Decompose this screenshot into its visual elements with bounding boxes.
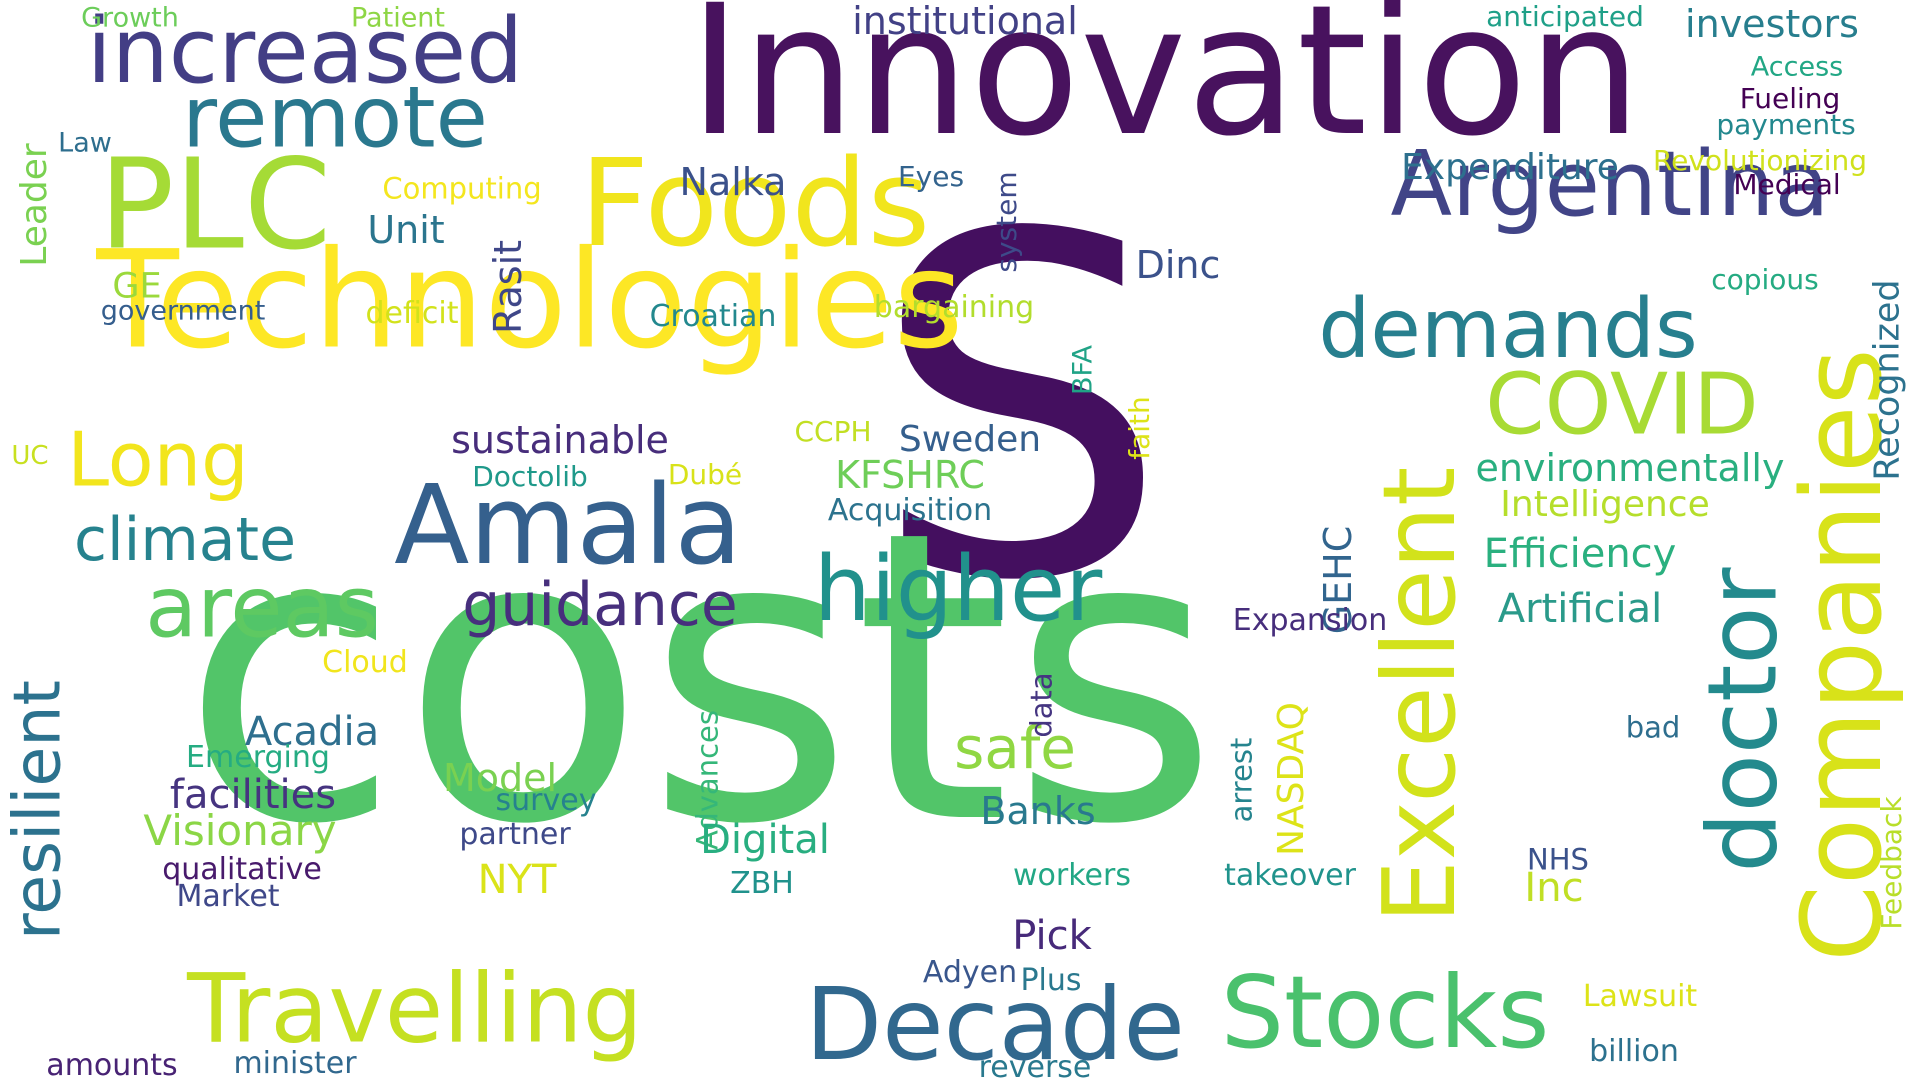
word-access: Access — [1750, 51, 1844, 83]
word-market: Market — [176, 879, 280, 914]
word-bad: bad — [1625, 710, 1681, 745]
word-model: Model — [442, 756, 558, 800]
word-data: data — [1024, 672, 1059, 738]
word-areas: areas — [145, 558, 379, 658]
word-patient: Patient — [350, 2, 446, 34]
word-bargaining: bargaining — [873, 290, 1035, 325]
word-banks: Banks — [980, 789, 1096, 833]
word-long: Long — [67, 415, 249, 504]
word-feedback: Feedback — [1875, 796, 1908, 930]
word-plc: PLC — [98, 132, 332, 278]
word-amounts: amounts — [46, 1048, 178, 1080]
word-resilient: resilient — [0, 680, 76, 940]
word-sustainable: sustainable — [451, 418, 669, 462]
word-arrest: arrest — [1224, 737, 1259, 823]
word-computing: Computing — [382, 171, 542, 206]
word-law: Law — [58, 127, 112, 159]
word-facilities: facilities — [169, 772, 337, 818]
word-fueling: Fueling — [1739, 82, 1841, 115]
word-doctolib: Doctolib — [472, 460, 588, 493]
word-expenditure: Expenditure — [1401, 147, 1619, 188]
word-increased: increased — [86, 0, 524, 104]
word-amala: Amala — [394, 461, 742, 589]
word-climate: climate — [74, 505, 296, 575]
word-pick: Pick — [1012, 913, 1092, 959]
word-leader: Leader — [14, 143, 55, 267]
word-efficiency: Efficiency — [1483, 531, 1677, 577]
word-s: S — [870, 136, 1170, 683]
word-innovation: Innovation — [688, 0, 1642, 176]
word-inc: Inc — [1524, 865, 1584, 911]
word-nyt: NYT — [477, 857, 557, 903]
word-investors: investors — [1685, 2, 1859, 46]
word-billion: billion — [1589, 1034, 1679, 1069]
word-workers: workers — [1013, 858, 1131, 893]
word-growth: Growth — [81, 2, 179, 34]
word-costs: costs — [180, 447, 1220, 912]
word-reverse: reverse — [978, 1050, 1092, 1080]
word-acquisition: Acquisition — [827, 493, 993, 528]
word-argentina: Argentina — [1390, 132, 1830, 237]
word-survey: survey — [495, 783, 597, 818]
word-remote: remote — [182, 68, 488, 168]
word-acadia: Acadia — [244, 709, 380, 755]
word-revolutionizing: Revolutionizing — [1652, 144, 1868, 177]
word-bfa: BFA — [1067, 344, 1099, 396]
word-anticipated: anticipated — [1486, 0, 1644, 33]
word-doctor: doctor — [1688, 567, 1799, 873]
word-kfshrc: KFSHRC — [835, 453, 985, 497]
word-demands: demands — [1318, 282, 1698, 377]
word-dinc: Dinc — [1135, 243, 1221, 287]
word-artificial: Artificial — [1497, 586, 1663, 632]
word-visionary: Visionary — [143, 806, 337, 855]
word-travelling: Travelling — [187, 954, 643, 1065]
word-emerging: Emerging — [186, 740, 330, 775]
word-nhs: NHS — [1527, 842, 1589, 877]
word-covid: COVID — [1485, 355, 1759, 455]
word-adyen: Adyen — [922, 955, 1018, 990]
word-deficit: deficit — [365, 296, 459, 331]
word-unit: Unit — [367, 208, 445, 252]
word-uc: UC — [11, 441, 49, 471]
word-expansion: Expansion — [1232, 603, 1388, 638]
word-environmentally: environmentally — [1475, 446, 1785, 490]
word-lawsuit: Lawsuit — [1582, 979, 1698, 1014]
word-technologies: Technologies — [96, 221, 964, 379]
word-higher: higher — [813, 537, 1103, 642]
word-payments: payments — [1716, 108, 1856, 141]
word-plus: Plus — [1020, 963, 1082, 998]
word-ge: GE — [112, 266, 162, 307]
word-nalka: Nalka — [679, 160, 787, 204]
word-ccph: CCPH — [794, 415, 872, 448]
word-cloud: Cloud — [322, 645, 408, 680]
word-takeover: takeover — [1224, 858, 1356, 893]
word-guidance: guidance — [462, 570, 738, 640]
word-zbh: ZBH — [730, 866, 794, 901]
word-copious: copious — [1711, 263, 1819, 296]
word-institutional: institutional — [852, 0, 1078, 43]
word-partner: partner — [459, 817, 571, 852]
word-nasdaq: NASDAQ — [1271, 702, 1312, 856]
word-minister: minister — [233, 1046, 357, 1080]
word-qualitative: qualitative — [162, 852, 322, 887]
word-excellent: Excellent — [1361, 466, 1478, 924]
word-safe: safe — [954, 714, 1076, 782]
word-rasit: Rasit — [486, 239, 530, 335]
word-dube: Dubé — [667, 458, 743, 491]
word-government: government — [100, 295, 266, 327]
word-faith: faith — [1123, 396, 1156, 460]
word-system: system — [990, 171, 1023, 273]
word-digital: Digital — [700, 817, 830, 863]
word-foods: Foods — [579, 135, 931, 274]
word-intelligence: Intelligence — [1500, 484, 1710, 525]
word-stocks: Stocks — [1220, 954, 1550, 1071]
word-sweden: Sweden — [898, 419, 1042, 460]
word-eyes: Eyes — [897, 160, 965, 193]
word-decade: Decade — [805, 966, 1185, 1080]
word-croatian: Croatian — [649, 299, 777, 334]
word-medical: Medical — [1733, 168, 1841, 201]
word-recognized: Recognized — [1867, 279, 1908, 481]
